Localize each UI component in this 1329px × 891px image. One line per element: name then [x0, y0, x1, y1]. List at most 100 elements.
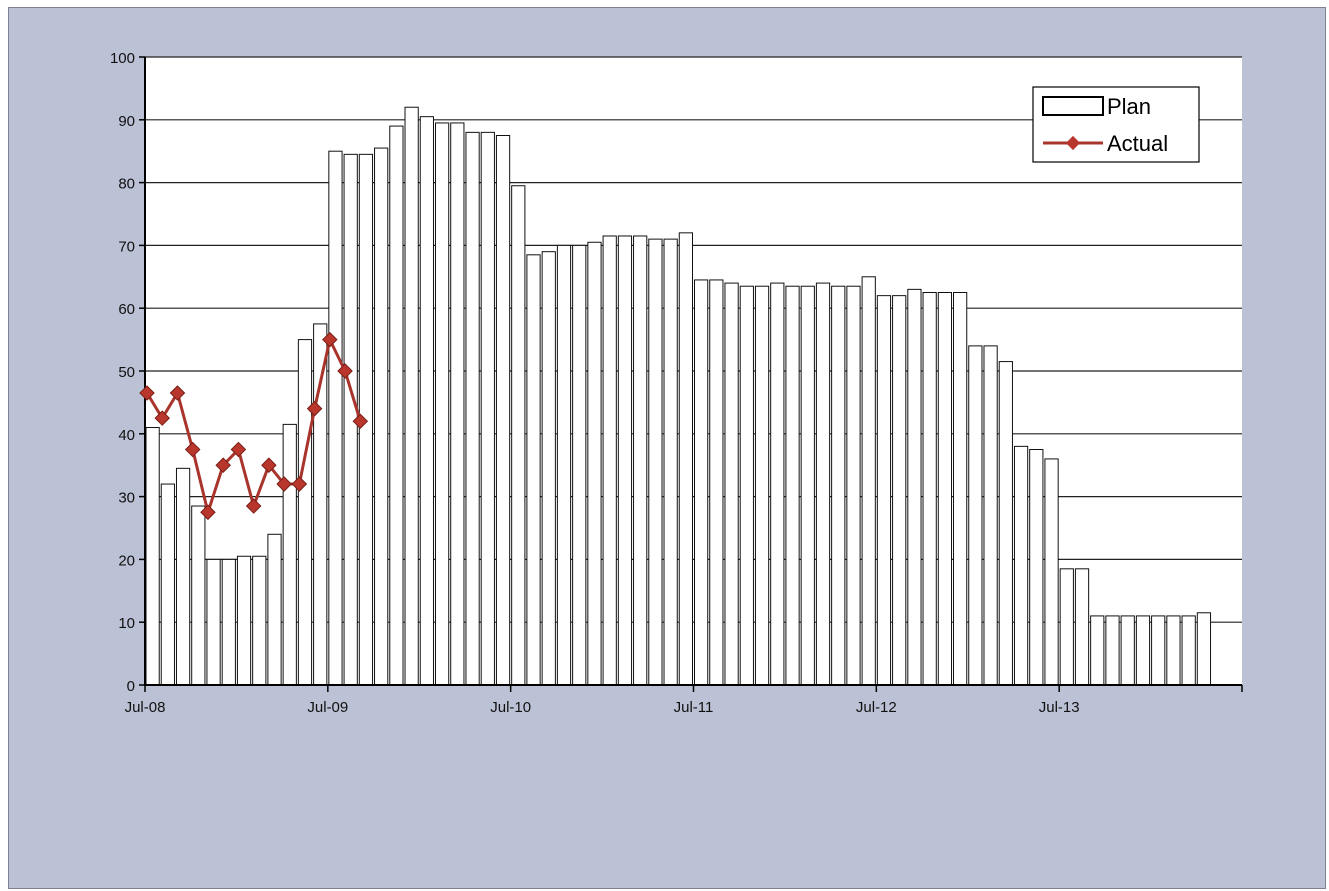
legend-plan-label: Plan: [1107, 94, 1151, 119]
actual-point: [139, 385, 155, 401]
plan-bar: [678, 232, 694, 686]
plan-bar: [846, 285, 861, 686]
plan-bar: [1105, 615, 1120, 686]
actual-point: [337, 363, 353, 379]
y-tick-label: 90: [118, 113, 135, 130]
plan-bar: [450, 122, 465, 686]
plan-bar: [892, 295, 907, 686]
actual-point: [154, 410, 171, 426]
plan-bar: [267, 533, 282, 686]
y-tick-label: 70: [118, 238, 135, 255]
plan-bar: [1181, 615, 1196, 686]
plan-bar: [495, 135, 511, 686]
plan-bar: [815, 282, 831, 686]
plan-bar: [541, 251, 556, 686]
plan-bar: [861, 276, 876, 686]
plan-bar: [1090, 615, 1105, 686]
y-tick-label: 80: [118, 176, 135, 193]
actual-point: [276, 476, 292, 492]
y-tick-label: 20: [118, 552, 135, 569]
plan-bar: [922, 292, 937, 686]
plan-bar: [876, 295, 892, 686]
plan-bar: [937, 292, 953, 686]
plan-bar: [1013, 445, 1029, 686]
plan-bar: [221, 558, 236, 686]
actual-point: [352, 413, 369, 430]
plan-bar: [374, 147, 389, 686]
plan-bar: [1120, 615, 1135, 686]
actual-point: [184, 441, 201, 458]
y-tick-label: 30: [118, 490, 135, 507]
plan-bar: [1059, 568, 1074, 686]
plan-bar: [633, 235, 648, 686]
plan-bar: [587, 241, 602, 686]
x-tick-label: Jul-09: [307, 699, 348, 716]
x-tick-label: Jul-13: [1039, 699, 1080, 716]
plan-bar: [556, 244, 572, 686]
plan-bar: [419, 116, 434, 686]
y-tick-label: 0: [127, 678, 135, 695]
plan-bar: [480, 131, 495, 686]
x-tick-label: Jul-11: [674, 699, 714, 716]
plan-bar: [1135, 615, 1151, 686]
actual-point: [200, 504, 216, 521]
plan-bar: [953, 292, 968, 686]
y-tick-label: 40: [118, 427, 135, 444]
plan-bar: [145, 427, 160, 686]
actual-point: [215, 457, 231, 473]
page-top-strip: [0, 0, 1329, 7]
plan-bar: [1196, 612, 1212, 686]
plan-bar: [770, 282, 785, 686]
y-tick-label: 50: [118, 364, 135, 381]
actual-point: [306, 400, 323, 417]
legend: Plan Actual: [1032, 86, 1200, 163]
plan-bar: [983, 345, 998, 686]
plan-bar: [389, 125, 404, 686]
plan-bar: [724, 282, 739, 686]
plan-bar: [907, 288, 922, 686]
plan-bar: [800, 285, 815, 686]
plan-bar: [663, 238, 678, 686]
axes: 0 10 20 30 40 50 60 70 80 90 100 Jul-08 Jul-09 Jul-10…: [110, 50, 1243, 716]
actual-point: [169, 385, 186, 401]
y-tick-label: 60: [118, 301, 135, 318]
plan-bar: [1151, 615, 1166, 686]
plan-bar: [754, 285, 770, 686]
y-tick-label: 10: [118, 615, 135, 632]
plan-bar: [785, 285, 800, 686]
plan-bar: [191, 505, 206, 686]
plan-bar: [160, 483, 175, 686]
plan-bar: [434, 122, 450, 686]
plan-bar: [526, 254, 541, 686]
plan-bars: [145, 106, 1212, 686]
x-tick-label: Jul-08: [125, 699, 166, 716]
plan-bar: [602, 235, 617, 686]
plan-bar: [511, 185, 526, 686]
x-tick-label: Jul-12: [856, 699, 897, 716]
plan-bar: [252, 555, 267, 686]
plan-bar: [328, 150, 343, 686]
plan-bar: [1044, 458, 1059, 686]
plan-bar: [206, 558, 221, 686]
actual-point: [245, 498, 262, 514]
plan-bar: [282, 423, 297, 686]
plan-bar: [739, 285, 754, 686]
plan-bar: [404, 106, 419, 686]
legend-plan-swatch: [1042, 96, 1104, 116]
plan-bar: [175, 467, 191, 686]
plan-bar: [617, 235, 633, 686]
plan-bar: [236, 555, 252, 686]
actual-series: [139, 331, 369, 521]
plan-bar: [465, 131, 480, 686]
actual-point: [322, 331, 338, 348]
plan-bar: [572, 244, 587, 686]
actual-point: [291, 476, 308, 492]
plan-bar: [1166, 615, 1181, 686]
plan-bar: [998, 361, 1013, 686]
plan-bar: [1074, 568, 1090, 686]
y-tick-label: 100: [110, 50, 135, 67]
legend-actual-marker: [1065, 135, 1081, 151]
legend-actual-label: Actual: [1107, 131, 1168, 156]
actual-point: [261, 457, 277, 473]
